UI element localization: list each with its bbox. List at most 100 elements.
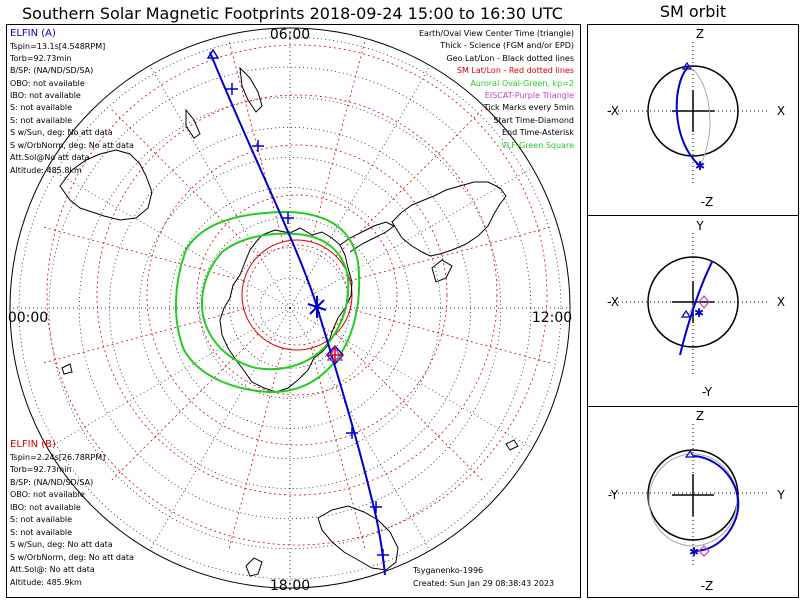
- orbit-diamond: [698, 295, 710, 309]
- axis-label-bottom: -Z: [701, 579, 714, 593]
- elfin-b-attsol: Att.Sol@: No att data: [10, 565, 95, 574]
- axis-label-right: X: [777, 104, 785, 118]
- sm-longitude-line: [349, 308, 551, 364]
- africa-coastline: [317, 505, 399, 571]
- orbit-triangle: [680, 309, 692, 318]
- orbit-diamond: [698, 545, 710, 557]
- label-12-00: 12:00: [532, 310, 572, 326]
- orbit-panel-frame-yz: [587, 406, 799, 598]
- sm-latitude-circle: [246, 244, 348, 346]
- label-06-00: 06:00: [270, 27, 310, 43]
- elfin-b-s1: S: not available: [10, 515, 72, 524]
- legend-line-5: Auroral Oval-Green, kp=2: [470, 79, 574, 88]
- elfin-a-name: ELFIN (A): [10, 28, 56, 39]
- map-boundary: [9, 27, 571, 589]
- sm-grid: [43, 41, 551, 549]
- orbit-end-asterisk: ✱: [694, 306, 704, 320]
- coastlines: [59, 66, 519, 577]
- elfin-a-sworb: S w/OrbNorm, deg: No att data: [10, 141, 134, 150]
- elfin-b-tspin: Tspin=2.24s[26.78RPM]: [9, 453, 105, 462]
- elfin-a-s1: S: not available: [10, 103, 72, 112]
- geo-longitude-line: [289, 65, 431, 309]
- geo-latitude-circle: [78, 96, 502, 520]
- axis-label-right: Y: [776, 488, 785, 502]
- elfin-b-altitude: Altitude: 485.9km: [10, 578, 82, 587]
- elfin-a-tspin: Tspin=13.1s[4.548RPM]: [9, 42, 105, 51]
- elfin-a-swsun: S w/Sun, deg: No att data: [10, 128, 113, 137]
- orbit-triangle: [684, 449, 696, 458]
- earth-circle: [647, 65, 739, 157]
- geo-longitude-line: [289, 167, 533, 309]
- start-diamond: [325, 344, 345, 366]
- orbit-end-asterisk: ✱: [689, 545, 699, 559]
- sm-longitude-line: [111, 109, 259, 257]
- legend-line-2: Thick - Science (FGM and/or EPD): [439, 41, 574, 50]
- elfin-b-torb: Torb=92.73min: [9, 465, 71, 474]
- figure-title: Southern Solar Magnetic Footprints 2018-…: [22, 4, 563, 23]
- elfin-a-s2: S: not available: [10, 116, 72, 125]
- geo-longitude-line: [47, 307, 291, 449]
- sm-longitude-line: [228, 347, 284, 549]
- geo-latitude-circle: [139, 157, 441, 459]
- geo-longitude-line: [47, 167, 291, 309]
- geo-grid: [10, 28, 570, 588]
- legend-line-6: EISCAT-Purple Triangle: [485, 91, 574, 100]
- elfin-b-ibo: IBO: not available: [10, 503, 81, 512]
- created-label: Created: Sun Jan 29 08:38:43 2023: [413, 579, 554, 588]
- orbit-panel-yz: ✱ Z -Z -Y Y: [608, 409, 785, 593]
- island-south-georgia: [505, 439, 519, 451]
- view-center-triangle: [206, 48, 220, 59]
- elfin-a-trajectory: [209, 51, 389, 576]
- auroral-oval: [174, 210, 361, 394]
- trajectory-line: [209, 51, 386, 576]
- south-america-coastline: [391, 181, 507, 257]
- auroral-oval-outer: [174, 210, 361, 394]
- elfin-a-obo: OBO: not available: [10, 79, 85, 88]
- axis-label-right: X: [777, 295, 785, 309]
- south-america-island: [431, 259, 453, 283]
- orbit-panel-xy: ✱ Y -Y -X X: [607, 219, 785, 399]
- elfin-b-s2: S: not available: [10, 528, 72, 537]
- madagascar-coastline: [245, 557, 263, 577]
- sm-longitude-line: [43, 308, 245, 364]
- legend-line-4: SM Lat/Lon - Red dotted lines: [457, 66, 574, 75]
- legend-line-3: Geo Lat/Lon - Black dotted lines: [446, 54, 574, 63]
- axis-label-left: -X: [607, 295, 619, 309]
- orbit-title: SM orbit: [660, 2, 726, 21]
- axis-label-top: Y: [695, 219, 704, 233]
- orbit-track-front: [693, 455, 740, 552]
- legend-line-1: Earth/Oval View Center Time (triangle): [419, 29, 574, 38]
- sm-inner-circle: [241, 239, 353, 351]
- elfin-b-info: ELFIN (B) Tspin=2.24s[26.78RPM] Torb=92.…: [9, 439, 134, 587]
- geo-longitude-line: [289, 307, 431, 551]
- legend-line-8: Start Time-Diamond: [493, 116, 574, 125]
- label-00-00: 00:00: [8, 310, 48, 326]
- new-zealand-coastline: [185, 66, 263, 139]
- elfin-b-name: ELFIN (B): [10, 439, 56, 450]
- elfin-b-bsp: B/SP: (NA/ND/SD/SA): [10, 478, 93, 487]
- elfin-b-obo: OBO: not available: [10, 490, 85, 499]
- axis-label-top: Z: [696, 409, 704, 423]
- axis-label-left: -X: [607, 104, 619, 118]
- sm-latitude-circle: [146, 144, 448, 446]
- elfin-a-attsol: Att.Sol@No att data: [10, 153, 90, 162]
- elfin-b-swsun: S w/Sun, deg: No att data: [10, 540, 113, 549]
- elfin-a-ibo: IBO: not available: [10, 91, 81, 100]
- orbit-track-back: [688, 65, 711, 167]
- elfin-a-info: ELFIN (A) Tspin=13.1s[4.548RPM] Torb=92.…: [9, 28, 134, 175]
- geo-latitude-circle: [18, 36, 562, 580]
- polar-plot-frame: [6, 24, 581, 598]
- elfin-a-bsp: B/SP: (NA/ND/SD/SA): [10, 66, 93, 75]
- sm-longitude-line: [310, 41, 366, 243]
- axis-label-top: Z: [696, 27, 704, 41]
- elfin-b-sworb: S w/OrbNorm, deg: No att data: [10, 553, 134, 562]
- geo-longitude-line: [289, 307, 533, 449]
- antarctic-peninsula: [339, 221, 395, 253]
- australia-coastline: [59, 149, 153, 221]
- orbit-panel-xz: ✱ Z -Z -X X: [607, 27, 785, 209]
- orbit-track-front: [679, 261, 713, 356]
- legend-line-9: End Time-Asterisk: [502, 128, 574, 137]
- sm-latitude-circle: [196, 194, 398, 396]
- view-center-marker: [307, 296, 327, 318]
